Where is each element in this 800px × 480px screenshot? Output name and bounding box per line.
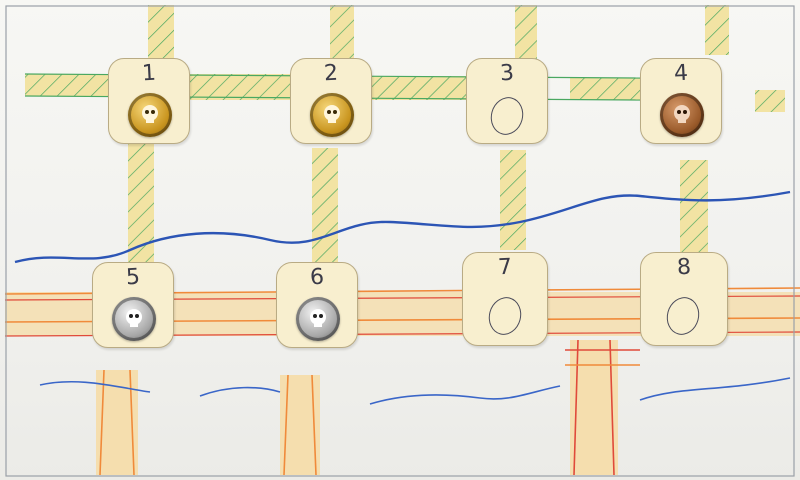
tile-number: 3	[499, 60, 515, 87]
gold-coin-icon	[310, 93, 354, 137]
tile-number: 1	[141, 60, 157, 87]
tile-4: 4	[640, 58, 722, 144]
tile-8: 8	[640, 252, 728, 346]
empty-slot-icon	[484, 293, 526, 339]
tile-5: 5	[92, 262, 174, 348]
tile-number: 2	[323, 60, 339, 87]
tile-number: 8	[676, 254, 692, 281]
lower-vertical-roads	[96, 339, 640, 476]
tile-number: 4	[673, 60, 689, 87]
tile-3: 3	[466, 58, 548, 144]
upper-vertical-roads	[128, 5, 729, 268]
tile-number: 7	[497, 254, 513, 281]
tile-number: 5	[125, 264, 141, 291]
water-wave-lower-right	[369, 385, 561, 405]
tile-7: 7	[462, 252, 548, 346]
gold-coin-icon	[128, 93, 172, 137]
tile-1: 1	[108, 58, 190, 144]
empty-slot-icon	[486, 93, 528, 139]
bronze-coin-icon	[660, 93, 704, 137]
board-border	[5, 5, 795, 477]
tile-number: 6	[309, 264, 325, 291]
silver-coin-icon	[296, 297, 340, 341]
tile-2: 2	[290, 58, 372, 144]
water-wave-lower-mid	[199, 386, 281, 397]
silver-coin-icon	[112, 297, 156, 341]
water-wave-upper	[14, 190, 791, 264]
tile-6: 6	[276, 262, 358, 348]
water-wave-lower-far-right	[639, 377, 791, 401]
empty-slot-icon	[662, 293, 704, 339]
water-wave-lower-left	[39, 380, 151, 393]
